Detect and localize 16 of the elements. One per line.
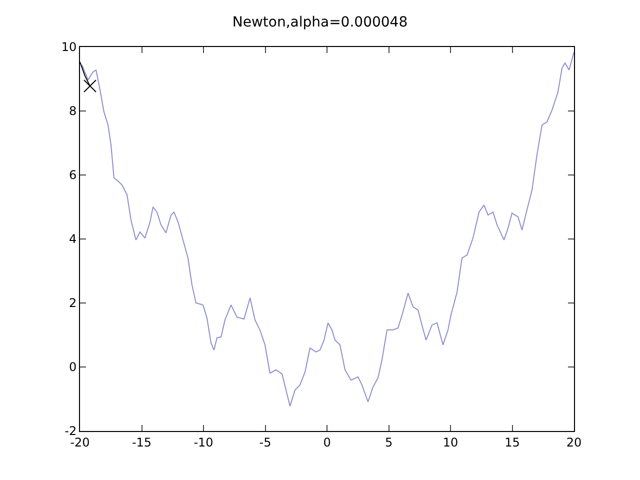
y-tick-label: 0 xyxy=(68,360,77,374)
y-tick-label: 6 xyxy=(68,168,77,182)
y-tick-label: 4 xyxy=(68,232,77,246)
x-tick-label: 20 xyxy=(566,435,582,450)
y-tick-label: 2 xyxy=(68,296,77,310)
y-tick-label: 10 xyxy=(61,40,77,54)
line-series xyxy=(81,52,574,407)
x-tick-label: -15 xyxy=(132,435,152,450)
x-tick-label: 0 xyxy=(323,435,331,450)
x-tick-label: -10 xyxy=(194,435,214,450)
x-tick-label: -5 xyxy=(259,435,272,450)
x-tick-label: 15 xyxy=(504,435,520,450)
x-tick-label: 10 xyxy=(442,435,458,450)
x-tick-label: 5 xyxy=(384,435,393,450)
chart-title: Newton,alpha=0.000048 xyxy=(232,14,408,30)
y-tick-label: 8 xyxy=(68,104,77,118)
